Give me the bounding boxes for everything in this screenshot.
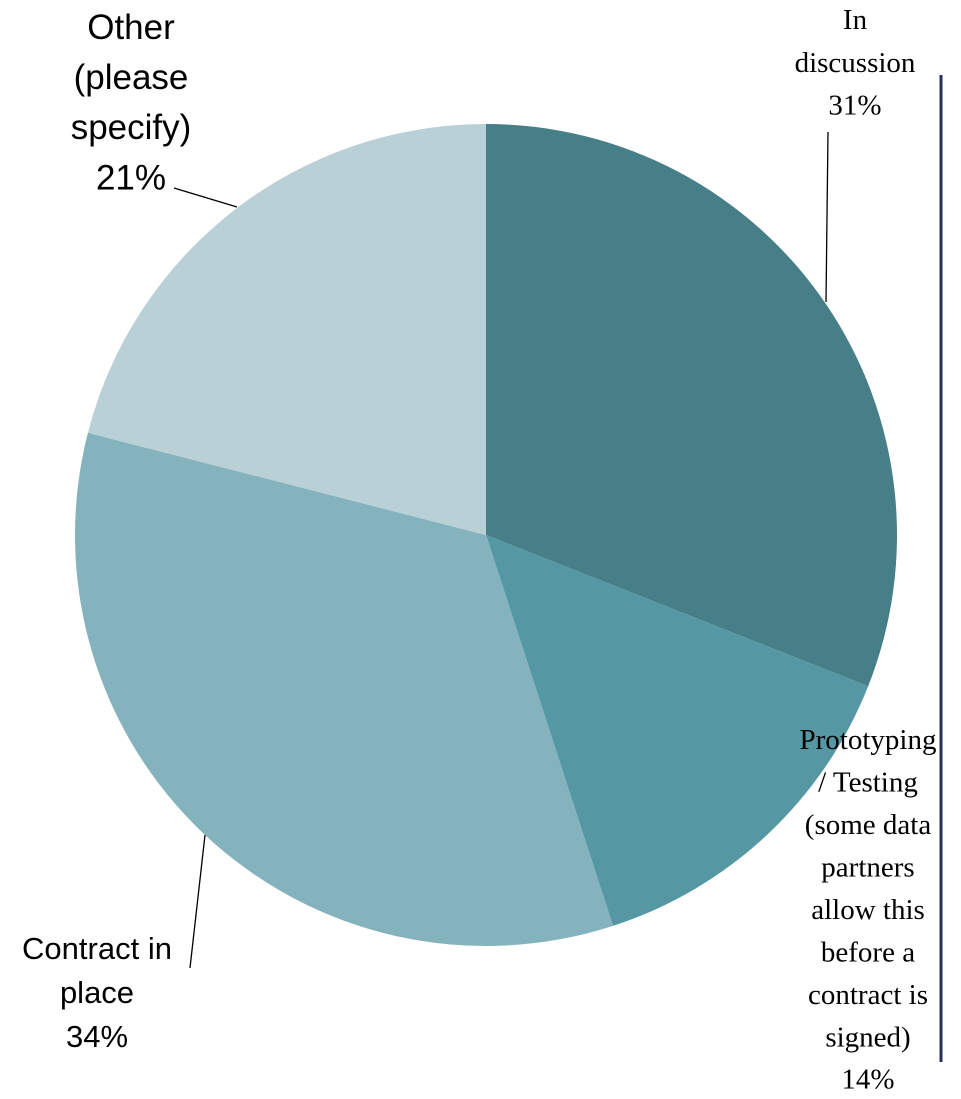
value-label: 31% xyxy=(828,90,881,122)
value-label: 21% xyxy=(96,158,166,197)
value-label: 14% xyxy=(841,1064,894,1096)
pie-slice xyxy=(486,535,869,926)
slice-label: In discussion xyxy=(795,4,916,79)
pie-slice xyxy=(87,124,486,535)
value-label: 34% xyxy=(66,1019,128,1054)
slice-label: Contract in place xyxy=(22,931,172,1010)
leader-line xyxy=(173,187,238,208)
leader-lines xyxy=(173,131,829,969)
slice-label: Prototyping / Testing (some data partners al… xyxy=(800,724,937,1054)
pie-slice xyxy=(74,432,614,946)
pie-slice xyxy=(486,124,897,687)
slice-label: Other (please specify) xyxy=(71,8,192,147)
leader-line xyxy=(825,131,829,303)
leader-line xyxy=(189,834,206,969)
